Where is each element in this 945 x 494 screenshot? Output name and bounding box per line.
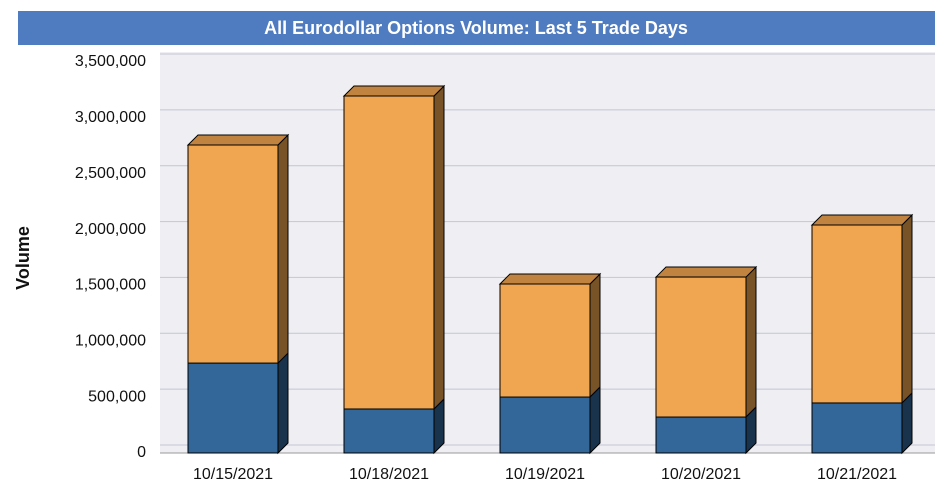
y-tick-label: 0 bbox=[137, 444, 146, 461]
bar-side bbox=[277, 133, 289, 365]
title-bar bbox=[18, 11, 935, 45]
bar-segment bbox=[499, 396, 591, 454]
x-tick-label: 10/21/2021 bbox=[817, 466, 897, 483]
x-tick-label: 10/20/2021 bbox=[661, 466, 741, 483]
bar-segment bbox=[187, 362, 279, 454]
bar-top bbox=[186, 134, 290, 146]
y-tick-label: 3,500,000 bbox=[75, 53, 146, 70]
y-tick-label: 500,000 bbox=[88, 388, 146, 405]
chart-title: All Eurodollar Options Volume: Last 5 Tr… bbox=[264, 18, 688, 38]
bar-segment bbox=[655, 416, 747, 454]
bar-segment bbox=[499, 283, 591, 398]
bar-side bbox=[745, 265, 757, 419]
x-tick-label: 10/15/2021 bbox=[193, 466, 273, 483]
bar-segment bbox=[343, 408, 435, 454]
bar-top bbox=[498, 273, 602, 285]
bar-top bbox=[654, 266, 758, 278]
bar-side bbox=[901, 213, 913, 405]
bar-segment bbox=[811, 402, 903, 454]
bar-side bbox=[433, 84, 445, 411]
x-tick-label: 10/19/2021 bbox=[505, 466, 585, 483]
y-tick-label: 2,500,000 bbox=[75, 165, 146, 182]
bar-segment bbox=[655, 276, 747, 418]
bar-side bbox=[589, 385, 601, 455]
y-tick-label: 1,000,000 bbox=[75, 333, 146, 350]
bar-segment bbox=[187, 144, 279, 364]
y-tick-label: 1,500,000 bbox=[75, 277, 146, 294]
bar-segment bbox=[811, 224, 903, 404]
x-tick-label: 10/18/2021 bbox=[349, 466, 429, 483]
y-axis-label: Volume bbox=[13, 226, 33, 290]
bar-segment bbox=[343, 95, 435, 410]
y-tick-label: 2,000,000 bbox=[75, 221, 146, 238]
y-tick-label: 3,000,000 bbox=[75, 109, 146, 126]
bar-top bbox=[810, 214, 914, 226]
bar-side bbox=[277, 351, 289, 455]
bar-side bbox=[589, 272, 601, 399]
bar-top bbox=[342, 85, 446, 97]
